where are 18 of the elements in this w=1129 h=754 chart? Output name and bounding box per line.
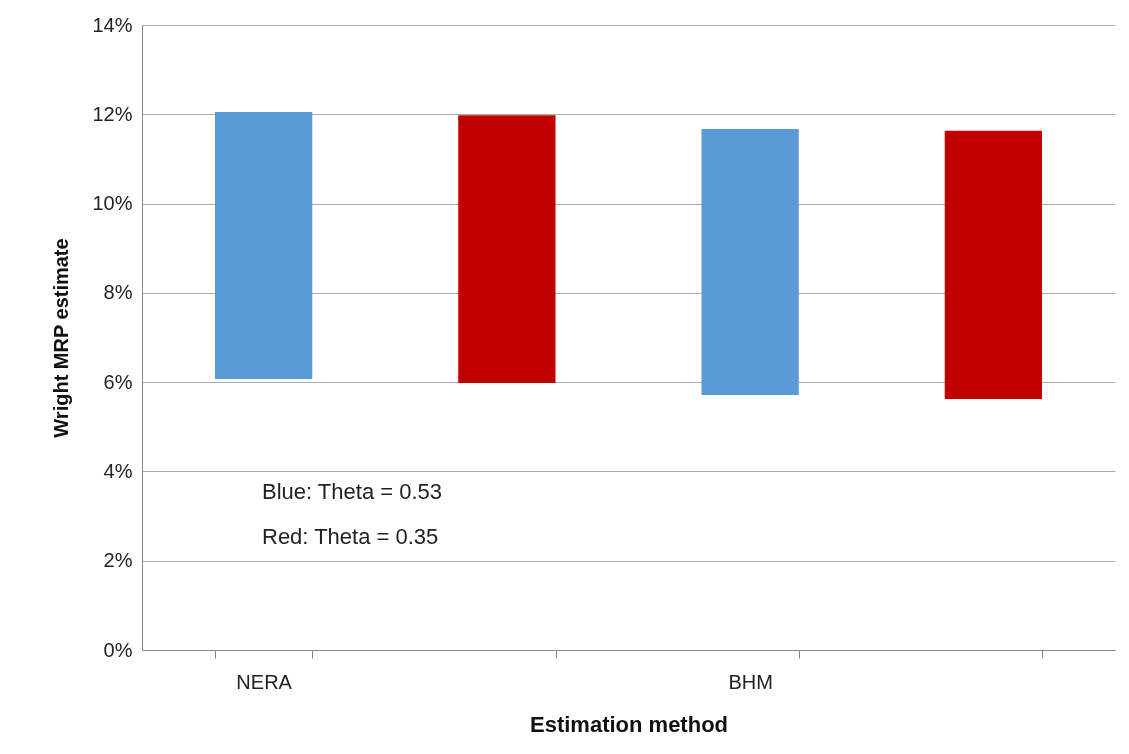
x-tick-label: BHM: [728, 670, 773, 693]
y-tick-label: 0%: [103, 638, 133, 661]
y-tick-label: 8%: [103, 281, 133, 304]
x-tick-label: NERA: [236, 670, 293, 693]
bar: [214, 112, 313, 380]
y-tick-label: 6%: [103, 370, 133, 393]
bar: [458, 115, 556, 384]
y-tick-label: 12%: [92, 102, 133, 125]
y-tick-label: 14%: [92, 13, 133, 36]
y-tick-label: 10%: [92, 192, 133, 215]
y-axis-title: Wright MRP estimate: [50, 238, 73, 438]
bar: [701, 129, 799, 396]
y-tick-label: 4%: [103, 459, 133, 482]
x-axis-title: Estimation method: [529, 711, 729, 737]
annotation: Blue: Theta = 0.53: [262, 479, 443, 504]
y-tick-label: 2%: [103, 549, 133, 572]
annotation: Red: Theta = 0.35: [262, 524, 439, 549]
bar: [944, 130, 1043, 400]
